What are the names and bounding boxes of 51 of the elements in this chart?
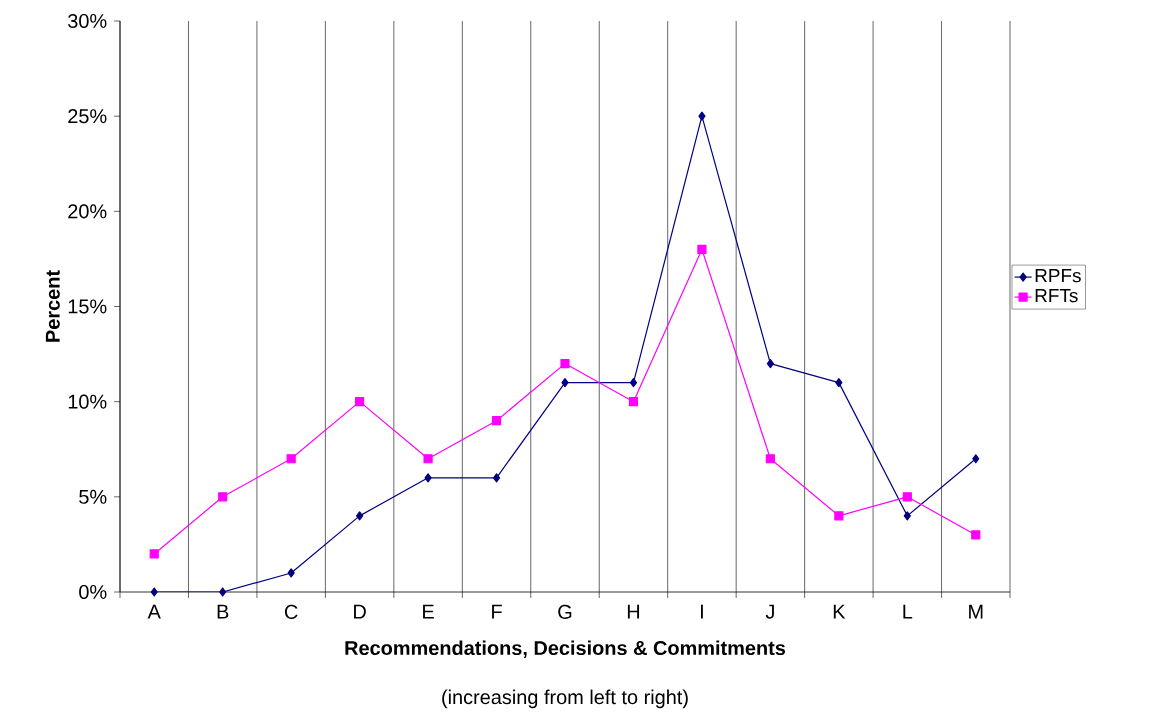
y-tick-label: 25%	[68, 109, 107, 124]
x-tick-label: C	[284, 604, 298, 619]
x-tick-label: L	[903, 604, 913, 619]
x-tick-label: J	[765, 604, 774, 619]
legend-label: RPFs	[1035, 269, 1081, 283]
y-tick-label: 0%	[79, 584, 107, 600]
point	[423, 454, 433, 464]
y-tick-label: 30%	[68, 13, 107, 29]
x-tick-label: H	[627, 604, 640, 619]
x-tick-label: F	[492, 604, 502, 619]
legend-label: RFTs	[1035, 289, 1078, 303]
point	[286, 454, 296, 464]
point	[698, 111, 706, 121]
point	[629, 378, 638, 388]
y-tick-label: 5%	[79, 489, 107, 504]
point	[971, 530, 981, 540]
point	[834, 511, 844, 521]
point	[697, 244, 707, 254]
point	[560, 359, 570, 369]
point	[628, 397, 639, 407]
x-tick-label: D	[354, 604, 366, 619]
point	[902, 492, 912, 502]
y-axis-title: Percent	[45, 270, 60, 342]
point	[219, 587, 227, 597]
point	[491, 416, 502, 426]
point	[765, 454, 775, 464]
point	[492, 473, 501, 483]
x-tick-label: B	[217, 604, 229, 619]
point	[150, 587, 158, 597]
y-tick-label: 10%	[68, 394, 107, 409]
x-tick-label: M	[969, 604, 983, 619]
point	[903, 511, 911, 521]
x-tick-label: A	[147, 604, 161, 619]
point	[218, 492, 228, 502]
x-tick-label: E	[423, 604, 434, 619]
x-axis-title: Recommendations, Decisions & Commitments	[345, 640, 786, 658]
point	[835, 378, 843, 388]
y-tick-label: 20%	[68, 204, 107, 219]
point	[149, 549, 159, 559]
text: (increasing from left to right)	[442, 689, 688, 709]
point	[766, 359, 774, 369]
point	[424, 473, 432, 483]
point	[287, 568, 295, 578]
point	[356, 511, 364, 521]
x-tick-label: I	[701, 604, 703, 619]
y-tick-label: 15%	[68, 299, 107, 314]
x-tick-label: K	[833, 604, 846, 619]
point	[972, 454, 980, 464]
point	[355, 397, 365, 407]
x-tick-label: G	[558, 604, 572, 619]
point	[561, 378, 569, 388]
